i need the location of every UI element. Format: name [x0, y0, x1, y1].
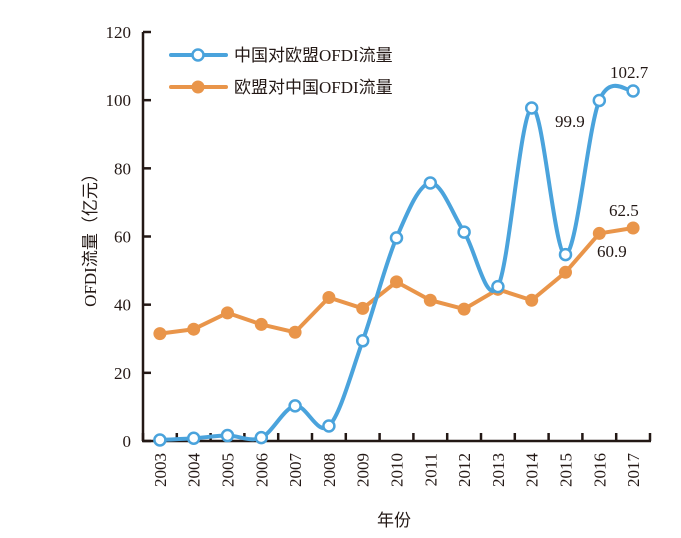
data-point-cn-to-eu-2015: [558, 247, 573, 262]
x-tick-label: 2007: [286, 453, 305, 488]
data-point-cn-to-eu-2006: [254, 430, 269, 445]
data-point-cn-to-eu-2017: [626, 84, 640, 98]
series-line-cn-to-eu: [157, 83, 636, 442]
data-point-cn-to-eu-2011: [423, 176, 438, 190]
data-label-eu-2017: 62.5: [609, 201, 639, 220]
legend-label-eu-to-cn: 欧盟对中国OFDI流量: [234, 78, 393, 97]
data-point-cn-to-eu-2013: [491, 279, 505, 294]
legend-marker-cn-to-eu: [191, 48, 205, 62]
y-tick-label: 100: [106, 91, 132, 110]
x-axis-title: 年份: [377, 511, 411, 530]
y-tick-label: 120: [106, 23, 132, 42]
data-point-eu-to-cn-2008: [322, 291, 336, 305]
x-tick-label: 2010: [388, 453, 407, 487]
legend-item-cn-to-eu: 中国对欧盟OFDI流量: [169, 46, 393, 65]
data-label-cn-2016: 99.9: [555, 112, 585, 131]
data-point-eu-to-cn-2003: [153, 327, 167, 341]
data-point-cn-to-eu-2010: [389, 231, 404, 245]
data-point-eu-to-cn-2016: [592, 226, 606, 240]
data-point-cn-to-eu-2009: [355, 334, 370, 348]
legend: 中国对欧盟OFDI流量 欧盟对中国OFDI流量: [169, 46, 393, 97]
x-tick-label: 2003: [151, 453, 170, 487]
data-point-cn-to-eu-2005: [220, 428, 235, 443]
data-point-cn-to-eu-2007: [288, 399, 302, 413]
y-tick-label: 0: [123, 432, 132, 451]
data-point-eu-to-cn-2009: [356, 301, 370, 315]
x-tick-label: 2015: [557, 453, 576, 487]
y-tick-label: 20: [114, 364, 131, 383]
data-point-eu-to-cn-2004: [187, 322, 201, 336]
data-point-eu-to-cn-2011: [423, 293, 437, 307]
x-tick-label: 2014: [523, 453, 542, 488]
data-point-eu-to-cn-2007: [288, 325, 302, 339]
x-tick-label: 2013: [489, 453, 508, 487]
x-tick-label: 2016: [590, 453, 609, 487]
x-tick-label: 2017: [624, 453, 643, 488]
data-point-eu-to-cn-2006: [254, 317, 268, 331]
data-point-cn-to-eu-2012: [457, 225, 471, 239]
data-point-cn-to-eu-2014: [524, 101, 539, 115]
series-layer: [153, 83, 640, 447]
data-label-cn-2017: 102.7: [610, 63, 649, 82]
y-tick-label: 60: [114, 228, 131, 247]
legend-item-eu-to-cn: 欧盟对中国OFDI流量: [169, 78, 393, 97]
x-tick-label: 2005: [219, 453, 238, 487]
data-point-eu-to-cn-2015: [559, 265, 572, 279]
data-point-eu-to-cn-2014: [525, 293, 539, 307]
data-point-cn-to-eu-2004: [186, 431, 201, 446]
data-labels: 99.9 102.7 60.9 62.5: [555, 63, 649, 261]
x-tick-label: 2011: [421, 453, 440, 486]
data-point-eu-to-cn-2010: [390, 275, 403, 289]
legend-label-cn-to-eu: 中国对欧盟OFDI流量: [234, 46, 393, 65]
x-tick-label: 2008: [320, 453, 339, 487]
y-tick-label: 80: [114, 159, 131, 178]
legend-marker-eu-to-cn: [191, 80, 205, 94]
x-tick-label: 2004: [185, 453, 204, 488]
data-label-eu-2016: 60.9: [597, 242, 627, 261]
x-tick-label: 2006: [252, 453, 271, 487]
data-point-cn-to-eu-2016: [592, 93, 607, 108]
x-tick-label: 2009: [354, 453, 373, 487]
data-point-cn-to-eu-2008: [322, 419, 336, 433]
data-point-eu-to-cn-2005: [221, 306, 234, 320]
data-point-eu-to-cn-2012: [457, 302, 471, 316]
data-point-eu-to-cn-2017: [626, 221, 640, 235]
x-tick-label: 2012: [455, 453, 474, 487]
data-point-cn-to-eu-2003: [153, 433, 167, 447]
y-axis-title: OFDI流量（亿元）: [81, 165, 100, 307]
y-tick-label: 40: [114, 296, 131, 315]
